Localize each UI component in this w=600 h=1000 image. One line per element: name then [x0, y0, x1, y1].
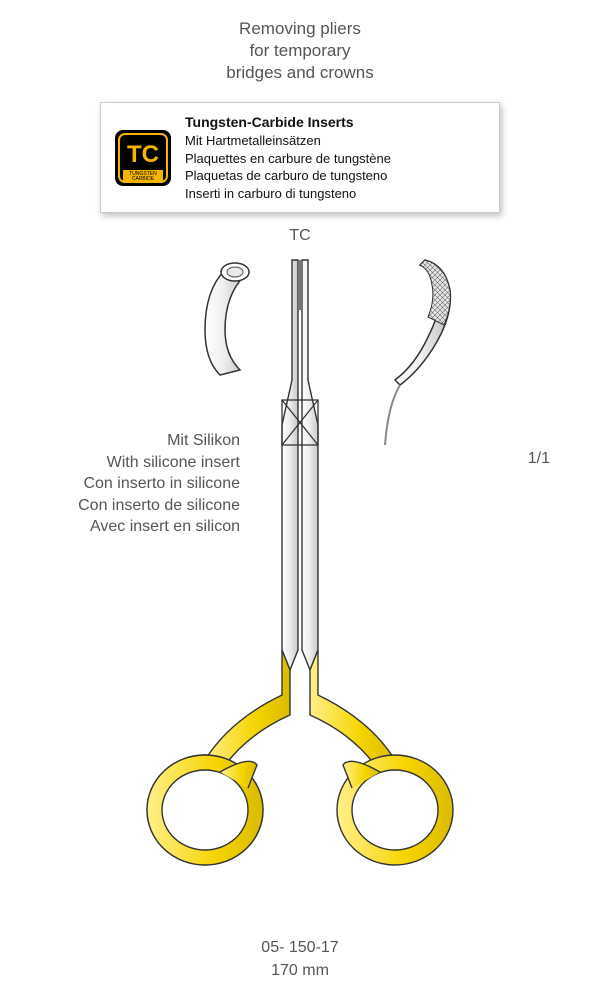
- tc-logo-icon: TC TUNGSTEN CARBIDE: [115, 130, 171, 186]
- tc-inserts-box: TC TUNGSTEN CARBIDE Tungsten-Carbide Ins…: [100, 102, 500, 213]
- silicone-line: Con inserto de silicone: [30, 495, 240, 517]
- tc-line: Plaquetas de carburo de tungsteno: [185, 167, 391, 185]
- silicone-line: Avec insert en silicon: [30, 516, 240, 538]
- tc-label: TC: [0, 227, 600, 245]
- tc-line: Inserti in carburo di tungsteno: [185, 185, 391, 203]
- tc-inserts-text: Tungsten-Carbide Inserts Mit Hartmetalle…: [185, 113, 391, 202]
- svg-text:CARBIDE: CARBIDE: [132, 176, 155, 182]
- tc-line: Mit Hartmetalleinsätzen: [185, 132, 391, 150]
- tc-line: Plaquettes en carbure de tungstène: [185, 150, 391, 168]
- title-line: for temporary: [0, 40, 600, 62]
- page-title: Removing pliers for temporary bridges an…: [0, 0, 600, 84]
- crosshatch-tip-icon: [385, 260, 450, 445]
- pliers-illustration: [147, 260, 453, 865]
- silicone-text: Mit Silikon With silicone insert Con ins…: [30, 430, 240, 538]
- title-line: bridges and crowns: [0, 62, 600, 84]
- sku-label: 05- 150-17: [0, 937, 600, 959]
- instrument-diagram: Mit Silikon With silicone insert Con ins…: [0, 250, 600, 900]
- silicone-line: Mit Silikon: [30, 430, 240, 452]
- scale-label: 1/1: [528, 450, 550, 468]
- svg-text:TC: TC: [127, 141, 159, 168]
- footer: 05- 150-17 170 mm: [0, 937, 600, 982]
- silicone-line: Con inserto in silicone: [30, 473, 240, 495]
- silicone-tube-icon: [205, 263, 249, 375]
- tc-heading: Tungsten-Carbide Inserts: [185, 113, 391, 132]
- silicone-line: With silicone insert: [30, 452, 240, 474]
- title-line: Removing pliers: [0, 18, 600, 40]
- size-label: 170 mm: [0, 960, 600, 982]
